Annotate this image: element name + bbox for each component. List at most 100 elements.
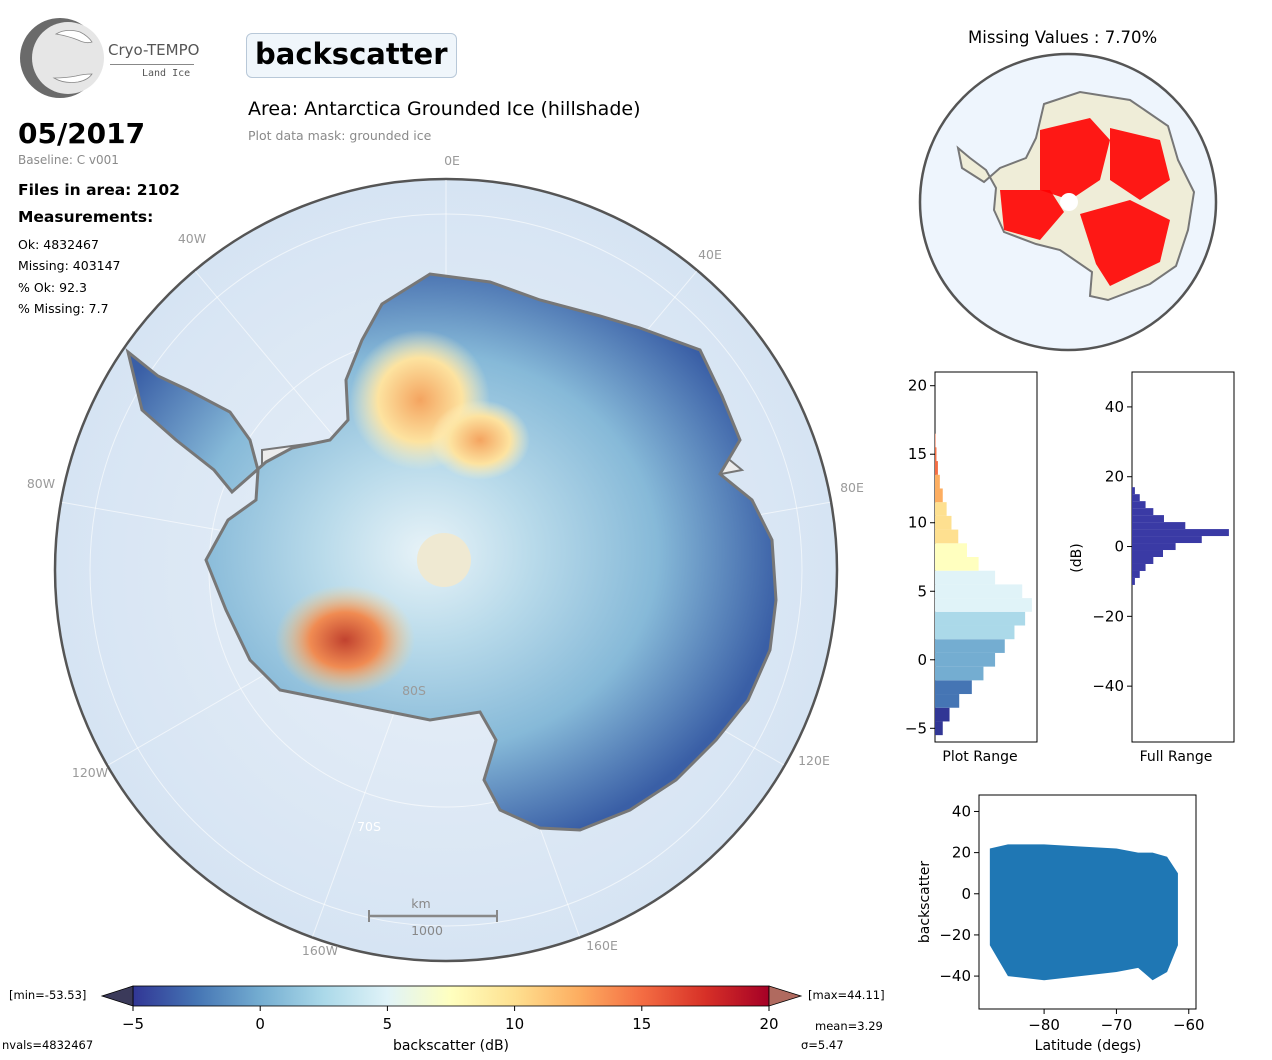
hist-bar: [935, 694, 960, 708]
colorbar-tick-label: 15: [632, 1015, 651, 1033]
colorbar-tick-label: 5: [383, 1015, 393, 1033]
mv-missing-region-1: [1040, 118, 1110, 200]
hist-bar: [1132, 570, 1140, 578]
mv-missing-region-4: [1080, 200, 1170, 286]
hist-bar: [935, 474, 940, 489]
hist-bar: [935, 447, 937, 462]
hist-bar: [1132, 529, 1229, 537]
measurement-pct-missing: % Missing: 7.7: [18, 301, 109, 316]
hist-full-range-ylabel: (dB): [1069, 543, 1085, 572]
hist-bar: [935, 529, 959, 544]
hist-bar: [935, 488, 943, 503]
hist-bar: [935, 721, 943, 736]
hist-bar: [935, 611, 1026, 626]
hist-bar: [935, 543, 967, 557]
scatter-ylabel: backscatter: [917, 861, 933, 943]
scatter-xtick-label: −60: [1173, 1016, 1205, 1034]
stat-mean: mean=3.29: [815, 1019, 883, 1033]
measurements-title: Measurements:: [18, 208, 154, 226]
lon-label-160W: 160W: [302, 943, 338, 958]
hist-bar: [935, 625, 1015, 640]
hist-bar: [1132, 515, 1164, 523]
measurement-missing: Missing: 403147: [18, 258, 121, 273]
lon-label-80E: 80E: [840, 480, 864, 495]
hist-bar: [935, 515, 952, 530]
hist-bar: [1132, 543, 1176, 551]
hist-tick-label: 0: [1114, 538, 1124, 556]
hist-bar: [1132, 487, 1135, 495]
date: 05/2017: [18, 117, 146, 150]
hist-bar: [935, 707, 950, 722]
scatter-plot: −40 −20 0 20 40 −80 −70 −60 Latitude (degs) ba…: [917, 794, 1205, 1054]
lat-label-70S: 70S: [357, 819, 381, 834]
hist-bar: [1132, 536, 1202, 544]
scatter-xtick-label: −80: [1028, 1016, 1060, 1034]
hist-tick-label: 20: [1105, 468, 1124, 486]
mv-missing-region-2: [1110, 128, 1170, 200]
hist-bar: [935, 502, 947, 516]
scale-unit: km: [411, 896, 430, 911]
hist-bar: [1132, 563, 1146, 571]
scale-value: 1000: [411, 923, 443, 938]
hist-tick-label: 10: [908, 514, 927, 532]
colorbar-tick-label: 20: [759, 1015, 778, 1033]
colorbar-tick-label: 0: [255, 1015, 265, 1033]
scatter-ytick-label: −40: [939, 967, 971, 985]
logo-name: Cryo-TEMPO: [108, 41, 200, 59]
hist-bar: [1132, 501, 1146, 509]
files-in-area: Files in area: 2102: [18, 181, 180, 199]
hist-bar: [935, 639, 1005, 653]
hist-bar: [935, 461, 938, 475]
colorbar-max-arrow: [768, 985, 803, 1007]
stat-nvals: nvals=4832467: [2, 1038, 93, 1052]
missing-values-map: [918, 52, 1218, 352]
colorbar-min-label: [min=-53.53]: [9, 988, 86, 1002]
mv-missing-region-3: [1000, 190, 1064, 240]
hist-tick-label: 40: [1105, 398, 1124, 416]
cryo-tempo-logo: [20, 18, 104, 98]
hist-bar: [935, 666, 984, 681]
pole-hole: [417, 533, 471, 587]
stat-sigma: σ=5.47: [801, 1038, 844, 1052]
colorbar-max-label: [max=44.11]: [808, 988, 885, 1002]
hist-bar: [935, 584, 1023, 599]
hist-bar: [935, 598, 1032, 612]
parameter-title: backscatter: [246, 33, 457, 78]
hist-tick-label: −40: [1092, 677, 1124, 695]
missing-values-title: Missing Values : 7.70%: [968, 28, 1158, 47]
lon-label-120W: 120W: [72, 765, 108, 780]
scatter-xlabel: Latitude (degs): [1035, 1038, 1142, 1054]
hist-bar: [1132, 494, 1140, 502]
hist-plot-range: −5 0 5 10 15 20 Plot Range: [905, 371, 1038, 765]
lon-label-160E: 160E: [586, 938, 618, 953]
hist-tick-label: 15: [908, 445, 927, 463]
mask-label: Plot data mask: grounded ice: [248, 128, 432, 143]
logo-subtitle: Land Ice: [142, 68, 191, 79]
colorbar-tick-label: 10: [505, 1015, 524, 1033]
measurement-pct-ok: % Ok: 92.3: [18, 280, 87, 295]
lon-label-0E: 0E: [444, 153, 460, 168]
scatter-xtick-label: −70: [1101, 1016, 1133, 1034]
hist-plot-range-xlabel: Plot Range: [942, 749, 1017, 765]
hist-tick-label: 0: [917, 651, 927, 669]
measurement-ok: Ok: 4832467: [18, 237, 99, 252]
lon-label-40E: 40E: [698, 247, 722, 262]
hist-bar: [935, 557, 979, 571]
scale-bar: km 1000: [368, 896, 498, 938]
hist-bar: [935, 680, 972, 695]
hist-bar: [1132, 522, 1186, 530]
mv-pole-hole: [1060, 193, 1078, 211]
hist-bar: [935, 570, 996, 585]
hist-bar: [935, 652, 996, 667]
lat-label-80S: 80S: [402, 683, 426, 698]
main-map: 0E 40E 80E 120E 160E 160W 120W 80W 40W 8…: [27, 153, 864, 963]
area-title: Area: Antarctica Grounded Ice (hillshade…: [248, 98, 641, 120]
baseline: Baseline: C v001: [18, 153, 119, 167]
hist-bar: [1132, 550, 1164, 557]
warm-region-marie-byrd: [275, 585, 415, 695]
lon-label-40W: 40W: [178, 231, 206, 246]
colorbar-tick-label: −5: [122, 1015, 144, 1033]
logo-divider: [110, 64, 194, 65]
colorbar-label: backscatter (dB): [393, 1038, 509, 1054]
